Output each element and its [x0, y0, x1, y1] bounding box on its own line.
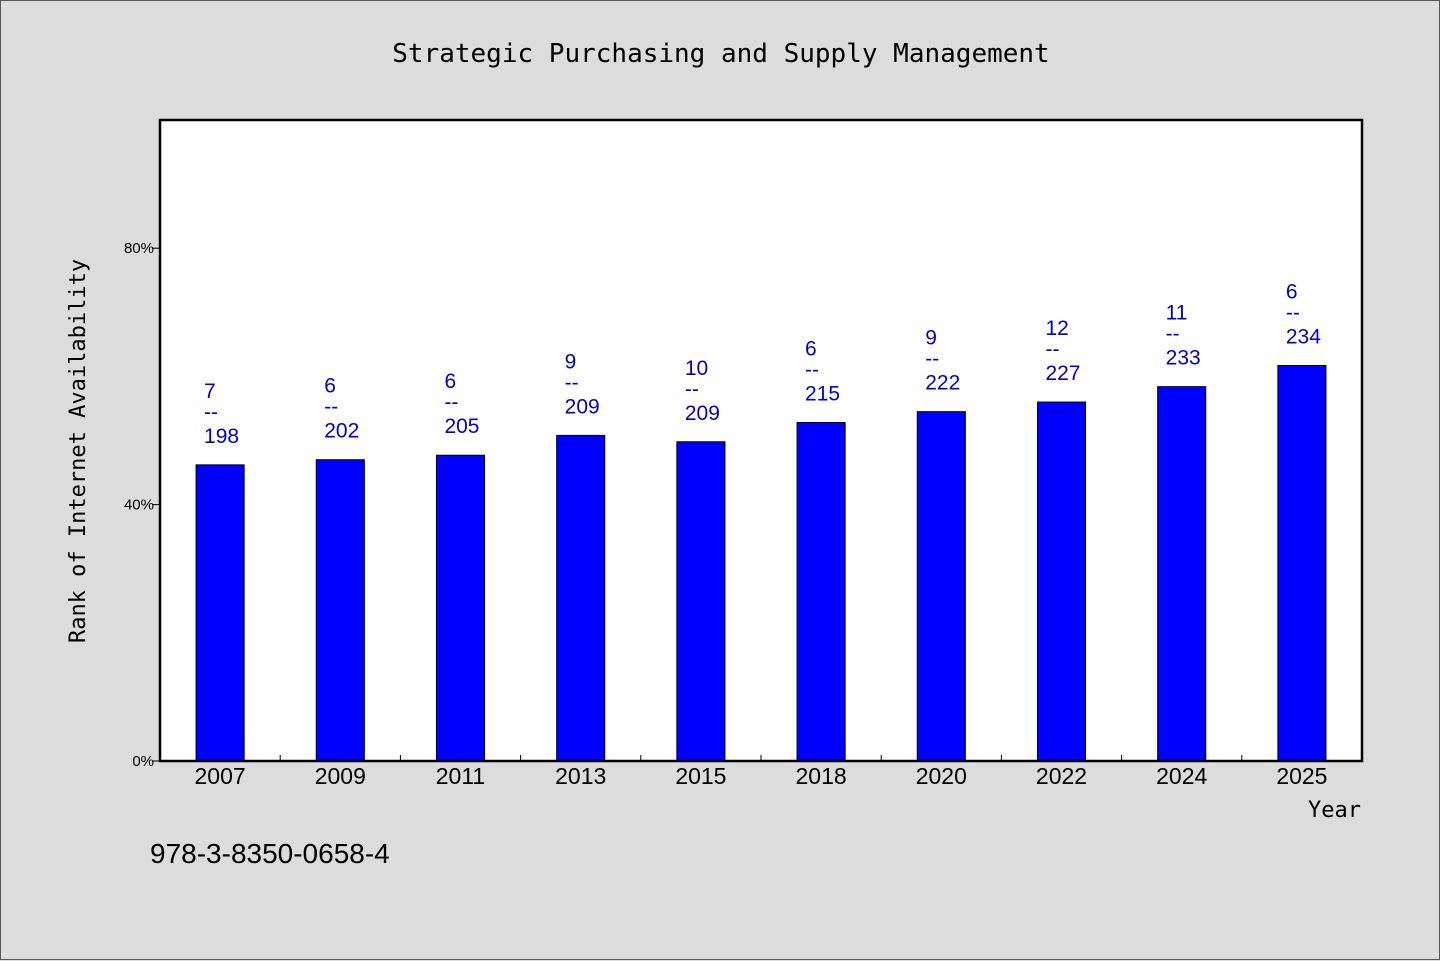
- bar-label-rank: 10: [685, 357, 708, 380]
- x-tick-label: 2024: [1156, 763, 1207, 789]
- bar-label-rank: 6: [805, 338, 817, 361]
- bar-label-total: 227: [1045, 362, 1080, 385]
- bar-label-separator: --: [444, 391, 458, 414]
- bar-label-rank: 7: [204, 380, 216, 403]
- y-tick-label: 0%: [132, 753, 154, 770]
- x-tick-label: 2013: [555, 763, 606, 789]
- bar-label-total: 209: [565, 395, 600, 418]
- bar-2015: [676, 441, 726, 762]
- bar-2007: [195, 464, 245, 762]
- bar-label-separator: --: [1045, 338, 1059, 361]
- y-tick-label: 80%: [124, 240, 154, 257]
- bar-label-rank: 9: [565, 350, 577, 373]
- x-tick-label: 2007: [195, 763, 246, 789]
- bar-label-total: 198: [204, 425, 239, 448]
- bar-label-rank: 9: [925, 327, 937, 350]
- bar-label-total: 209: [685, 402, 720, 425]
- bar-label-rank: 6: [444, 370, 456, 393]
- bars-layer: [195, 365, 1327, 762]
- bar-label-separator: --: [805, 359, 819, 382]
- bar-label-separator: --: [324, 396, 338, 419]
- chart-title: Strategic Purchasing and Supply Manageme…: [392, 39, 1049, 69]
- bar-label-separator: --: [1286, 302, 1300, 325]
- bar-label-separator: --: [685, 378, 699, 401]
- bar-label-total: 215: [805, 383, 840, 406]
- x-tick-label: 2018: [796, 763, 847, 789]
- bar-label-total: 222: [925, 372, 960, 395]
- x-axis-ticks: 2007 2009 2011 2013 2015 2018 2020 2022 2024 2025: [195, 755, 1327, 789]
- bar-label-separator: --: [925, 348, 939, 371]
- bar-label-rank: 11: [1166, 302, 1188, 325]
- x-tick-label: 2025: [1276, 763, 1327, 789]
- y-axis-title: Rank of Internet Availability: [66, 259, 91, 643]
- x-tick-label: 2009: [315, 763, 366, 789]
- bar-label-total: 202: [324, 420, 359, 443]
- bar-label-rank: 12: [1045, 317, 1068, 340]
- bar-label-rank: 6: [324, 375, 336, 398]
- bar-label-total: 234: [1286, 326, 1321, 349]
- y-axis-ticks: 0% 40% 80%: [124, 240, 160, 770]
- bar-2022: [1036, 401, 1087, 762]
- bar-2018: [796, 422, 846, 762]
- bar-2024: [1157, 386, 1207, 762]
- bar-label-total: 205: [444, 415, 479, 438]
- data-labels-layer: 7--1986--2026--2059--20910--2096--2159--…: [204, 281, 1321, 448]
- bar-label-total: 233: [1166, 347, 1201, 370]
- bar-2011: [435, 454, 486, 762]
- x-tick-label: 2015: [675, 763, 726, 789]
- y-tick-label: 40%: [124, 497, 154, 514]
- bar-2020: [916, 411, 966, 762]
- bar-2009: [315, 459, 365, 762]
- bar-label-separator: --: [204, 401, 218, 424]
- bar-label-rank: 6: [1286, 281, 1298, 304]
- bar-2013: [556, 434, 606, 762]
- bar-label-separator: --: [565, 371, 579, 394]
- x-tick-label: 2020: [916, 763, 967, 789]
- bar-label-separator: --: [1166, 323, 1180, 346]
- bar-2025: [1277, 365, 1327, 762]
- x-tick-label: 2011: [436, 763, 485, 789]
- x-axis-title: Year: [1308, 798, 1361, 823]
- isbn-footer: 978-3-8350-0658-4: [150, 838, 390, 869]
- x-tick-label: 2022: [1036, 763, 1087, 789]
